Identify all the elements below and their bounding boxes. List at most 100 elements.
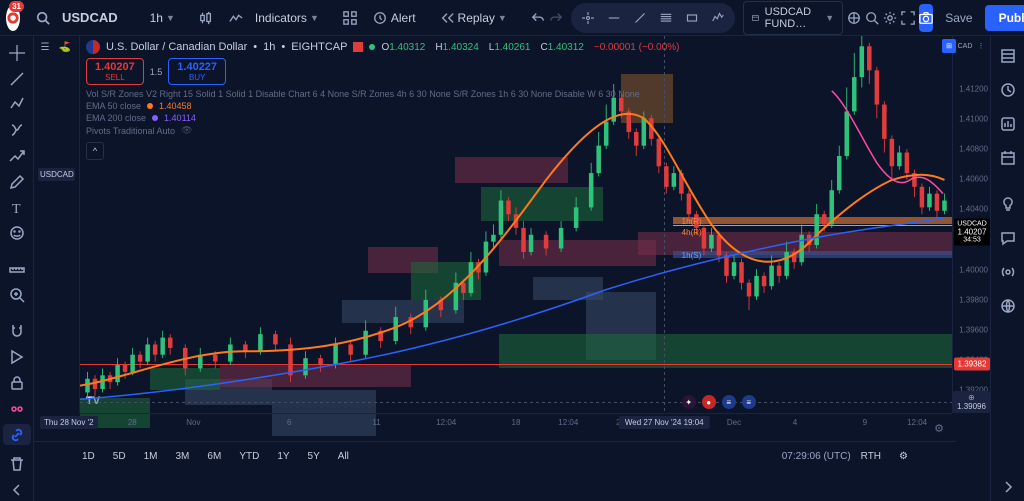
range-ytd[interactable]: YTD [231,447,267,466]
watchlist-button[interactable]: USDCAD FUND… ▼ [743,1,843,35]
cursor-tool-icon[interactable] [3,42,31,64]
undo-icon[interactable] [531,4,545,32]
time-tick: 4 [793,418,797,427]
save-button[interactable]: Save [937,4,980,32]
alert-icon[interactable] [373,4,387,32]
patterns-icon[interactable] [3,119,31,141]
time-axis[interactable]: Thu 28 Nov '2 ⚙ 28Nov61112:041812:0425De… [80,413,952,441]
settings-icon[interactable] [883,4,897,32]
price-tick: 1.39600 [959,326,988,335]
right-toolbar [990,36,1024,501]
axis-currency[interactable]: CAD [958,39,972,53]
ema50-line[interactable]: EMA 50 close 1.40458 [86,101,946,111]
publish-button[interactable]: Publish [985,5,1024,31]
link-icon[interactable] [3,424,31,446]
search-icon[interactable] [36,4,50,32]
indicators-button[interactable]: Indicators▼ [247,4,327,32]
price-label: USDCAD1.4020734:53 [954,219,990,246]
redo-icon[interactable] [549,4,563,32]
collapse-overlay-button[interactable]: ^ [86,142,104,160]
trendline-tool-icon[interactable] [3,68,31,90]
range-all[interactable]: All [330,447,357,466]
fib-tools-icon[interactable] [3,94,31,116]
axis-settings-icon[interactable]: ⚙ [930,419,948,437]
hotlist-icon[interactable] [994,110,1022,138]
range-1y[interactable]: 1Y [269,447,297,466]
panel-collapse-icon[interactable]: ☰ [36,38,54,56]
chart-region: ☰ ⛳ USDCAD U.S. Dollar / Canadian Dollar… [34,36,990,471]
magnet-icon[interactable] [3,320,31,342]
hline-tool-icon[interactable] [603,7,625,29]
range-6m[interactable]: 6M [199,447,229,466]
collapse-left-icon[interactable] [3,479,31,501]
sell-price: 1.40207 [95,61,135,73]
event-pip-icon[interactable]: ● [702,395,716,409]
range-3m[interactable]: 3M [168,447,198,466]
hide-icon[interactable] [3,398,31,420]
rth-toggle[interactable]: RTH [853,447,889,466]
chat-icon[interactable] [994,224,1022,252]
candlestick-icon[interactable] [199,4,213,32]
ohlc-display: O1.40312 H1.40324 L1.40261 C1.40312 −0.0… [381,42,679,53]
range-5d[interactable]: 5D [105,447,134,466]
sell-button[interactable]: 1.40207 SELL [86,58,144,85]
event-pip-icon[interactable]: ≡ [722,395,736,409]
clock-display: 07:29:06 (UTC) [782,451,851,462]
buy-button[interactable]: 1.40227 BUY [168,58,226,85]
zoom-tool-icon[interactable] [3,284,31,306]
replay-label: Replay [458,11,495,25]
calendar-icon[interactable] [994,144,1022,172]
search2-icon[interactable] [865,4,879,32]
rect-tool-icon[interactable] [681,7,703,29]
fib-tool-icon[interactable] [655,7,677,29]
compare-icon[interactable] [229,4,243,32]
text-tool-icon[interactable]: T [3,197,31,219]
replay-icon[interactable] [440,4,454,32]
pair-broker: EIGHTCAP [291,41,347,53]
panel-flag-icon[interactable]: ⛳ [56,38,74,56]
crosshair2-icon[interactable] [577,7,599,29]
replay-button[interactable]: Replay▼ [458,4,515,32]
dline-tool-icon[interactable] [629,7,651,29]
time-tick: 6 [287,418,291,427]
axis-menu-icon[interactable]: ⋮ [974,39,988,53]
pattern-tool-icon[interactable] [707,7,729,29]
sr-label: 1h(R) [682,217,702,226]
app-logo[interactable] [6,5,20,31]
symbol-input[interactable]: USDCAD [54,4,126,32]
alert-button[interactable]: Alert [391,4,424,32]
templates-icon[interactable] [343,4,357,32]
stay-draw-icon[interactable] [3,346,31,368]
layout-icon[interactable] [847,4,861,32]
pair-title[interactable]: U.S. Dollar / Canadian Dollar [106,41,247,53]
forecast-icon[interactable] [3,145,31,167]
fullscreen-icon[interactable] [901,4,915,32]
vol-indicator-line[interactable]: Vol S/R Zones V2 Right 15 Solid 1 Solid … [86,89,946,99]
time-start-box: Thu 28 Nov '2 [40,416,98,429]
ideas-icon[interactable] [994,190,1022,218]
svg-text:T: T [12,202,21,216]
alerts-icon[interactable] [994,76,1022,104]
emoji-tool-icon[interactable] [3,223,31,245]
ruler-icon[interactable] [3,259,31,281]
stream-icon[interactable] [994,258,1022,286]
range-1m[interactable]: 1M [136,447,166,466]
interval-select[interactable]: 1h▼ [142,4,183,32]
ema200-line[interactable]: EMA 200 close 1.40114 [86,113,946,123]
range-1d[interactable]: 1D [74,447,103,466]
event-pip-icon[interactable]: ✦ [682,395,696,409]
camera-icon[interactable] [919,4,933,32]
range-settings-icon[interactable]: ⚙ [891,447,916,466]
trash-icon[interactable] [3,453,31,475]
price-tick: 1.40000 [959,265,988,274]
price-axis[interactable]: ⊞ CAD ⋮ 1.412001.410001.408001.406001.40… [952,36,990,413]
pivots-line[interactable]: Pivots Traditional Auto 👁 [86,125,946,136]
watchlist-label: USDCAD FUND… [765,6,817,30]
event-pip-icon[interactable]: ≡ [742,395,756,409]
brush-icon[interactable] [3,171,31,193]
lock-icon[interactable] [3,372,31,394]
watchlist-icon[interactable] [994,42,1022,70]
range-5y[interactable]: 5Y [300,447,328,466]
news-icon[interactable] [994,292,1022,320]
collapse-right-icon[interactable] [994,473,1022,501]
